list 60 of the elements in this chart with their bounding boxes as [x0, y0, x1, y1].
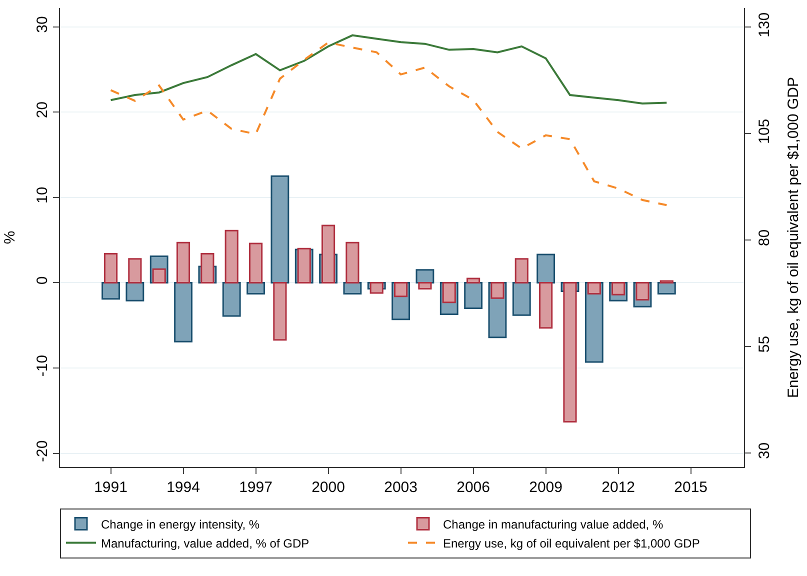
x-tick-label: 2015 — [674, 479, 708, 496]
y2-axis-title: Energy use, kg of oil equivalent per $1,000 GDP — [785, 76, 802, 398]
bar — [657, 282, 676, 295]
y2-tick-label: 55 — [756, 336, 773, 353]
line-series — [110, 41, 668, 206]
bar — [346, 242, 360, 284]
bar — [394, 282, 408, 298]
y-tick-label: -10 — [34, 354, 51, 377]
legend-label: Change in energy intensity, % — [101, 517, 260, 532]
bar — [152, 268, 166, 284]
x-tick-label: 1994 — [166, 479, 200, 496]
bar — [321, 224, 336, 284]
x-tick-label: 2006 — [456, 479, 490, 496]
y-tick-label: 30 — [34, 16, 51, 33]
bar — [464, 282, 483, 310]
bar — [416, 269, 434, 284]
bar — [587, 282, 601, 295]
x-tick-label: 2012 — [602, 479, 636, 496]
bar — [490, 282, 504, 299]
bar — [200, 252, 214, 284]
y-axis-title: % — [1, 230, 18, 244]
bar — [514, 258, 528, 284]
bar — [248, 242, 263, 284]
y2-tick-label: 105 — [756, 118, 773, 144]
bar — [176, 242, 190, 284]
bar — [466, 278, 480, 284]
bar — [343, 282, 362, 295]
y-tick-label: 10 — [34, 186, 51, 204]
bar — [174, 282, 192, 342]
y-tick-label: 20 — [34, 101, 51, 118]
bar — [126, 282, 144, 302]
bar — [512, 282, 531, 316]
y2-tick-label: 130 — [756, 12, 773, 38]
bar — [536, 254, 556, 284]
x-tick-label: 1997 — [239, 479, 272, 496]
y2-tick-label: 80 — [756, 229, 773, 246]
x-tick-label: 1991 — [94, 479, 128, 496]
legend-label: Change in manufacturing value added, % — [443, 517, 664, 532]
x-tick-label: 2000 — [312, 479, 345, 496]
x-tick-label: 2009 — [529, 479, 562, 496]
y2-tick-label: 30 — [756, 442, 773, 460]
bar — [246, 282, 265, 295]
y-tick-label: 0 — [34, 276, 51, 285]
bar — [102, 282, 120, 300]
bar — [442, 282, 456, 304]
bar — [273, 282, 287, 341]
bar — [370, 282, 384, 294]
bar — [222, 282, 241, 317]
bar — [539, 282, 553, 329]
bar — [563, 282, 577, 423]
bar — [224, 230, 238, 284]
line-series — [110, 34, 668, 105]
legend-label: Energy use, kg of oil equivalent per $1,000 GDP — [443, 536, 700, 550]
bar — [128, 258, 142, 284]
y-tick-label: -20 — [34, 440, 51, 462]
legend-label: Manufacturing, value added, % of GDP — [101, 536, 310, 550]
bar — [418, 282, 432, 290]
bar — [270, 175, 290, 284]
x-tick-label: 2003 — [384, 479, 418, 496]
bar — [104, 252, 118, 284]
